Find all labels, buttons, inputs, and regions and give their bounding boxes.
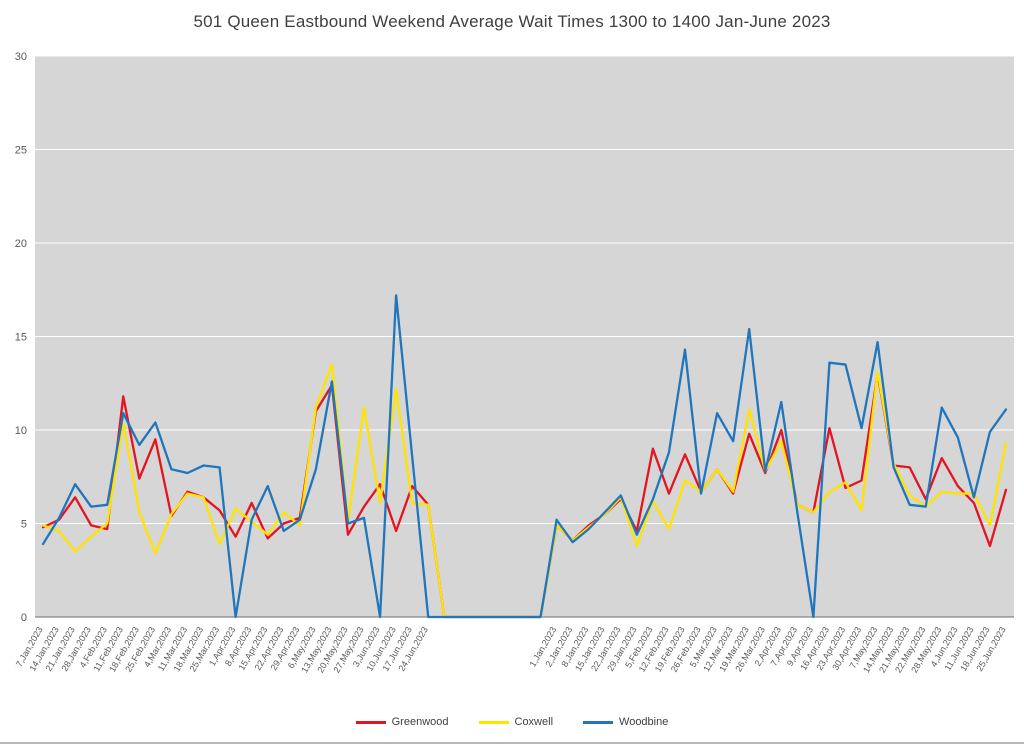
legend-item-coxwell: Coxwell bbox=[478, 716, 554, 728]
legend-item-woodbine: Woodbine bbox=[583, 716, 668, 728]
y-axis-tick-label: 30 bbox=[15, 51, 27, 63]
y-axis-tick-label: 5 bbox=[21, 519, 27, 531]
chart-title: 501 Queen Eastbound Weekend Average Wait… bbox=[193, 12, 831, 31]
legend-item-greenwood: Greenwood bbox=[355, 716, 449, 728]
y-axis-tick-label: 15 bbox=[15, 332, 27, 344]
chart-legend: Greenwood Coxwell Woodbine bbox=[0, 706, 1024, 738]
legend-swatch-greenwood bbox=[355, 720, 386, 724]
legend-swatch-woodbine bbox=[583, 720, 614, 724]
legend-label: Woodbine bbox=[619, 716, 669, 728]
legend-label: Greenwood bbox=[391, 716, 449, 728]
series-line-woodbine bbox=[41, 294, 1008, 619]
y-axis-tick-label: 20 bbox=[15, 238, 27, 250]
y-axis-tick-label: 10 bbox=[15, 425, 27, 437]
line-chart-canvas: 0510152025307,Jan,202314,Jan,202321,Jan,… bbox=[14, 51, 1014, 674]
legend-swatch-coxwell bbox=[478, 720, 509, 724]
legend-label: Coxwell bbox=[514, 716, 554, 728]
y-axis-tick-label: 0 bbox=[21, 612, 27, 624]
y-axis-tick-label: 25 bbox=[15, 145, 27, 157]
